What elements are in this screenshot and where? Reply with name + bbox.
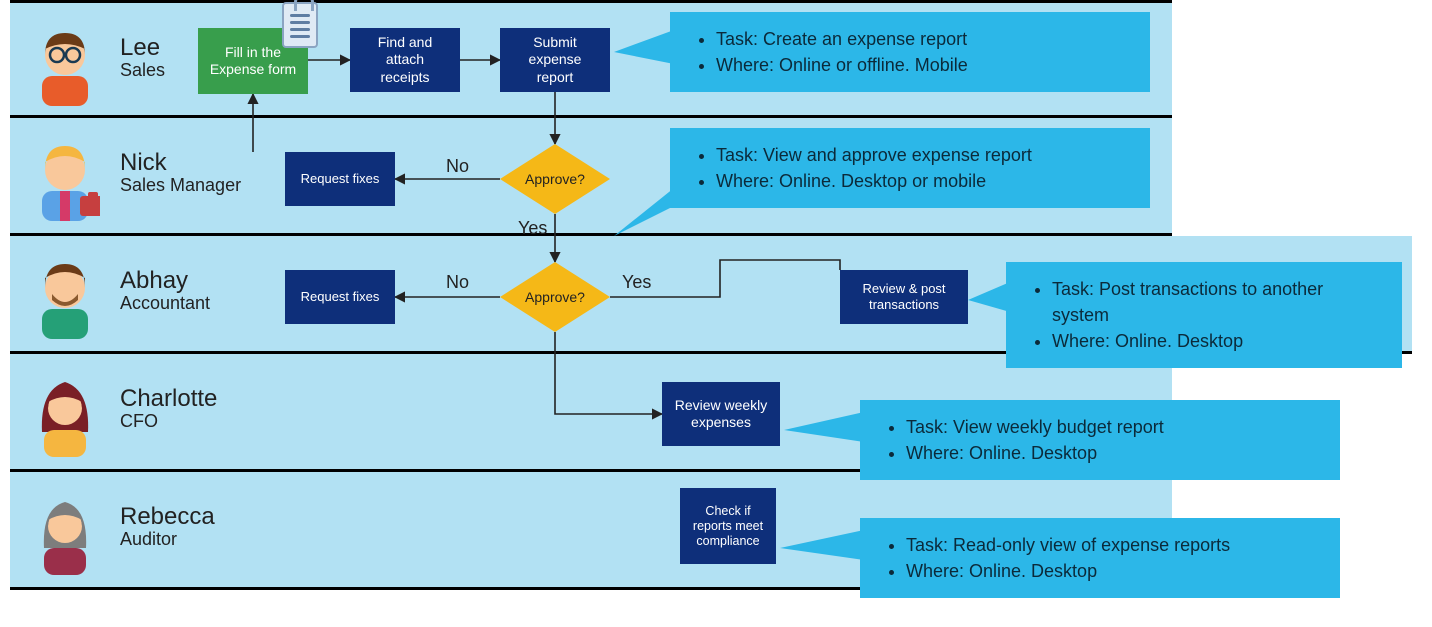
persona-name: Abhay	[120, 268, 210, 294]
callout-item: Where: Online. Desktop	[906, 558, 1320, 584]
node-label: Fill in the Expense form	[208, 44, 298, 79]
node-label: Find and attach receipts	[360, 34, 450, 87]
callout-item: Where: Online. Desktop or mobile	[716, 168, 1130, 194]
persona-role: Sales Manager	[120, 176, 241, 196]
persona-nick: Nick Sales Manager	[120, 150, 241, 196]
node-label: Submit expense report	[510, 34, 600, 87]
node-attach: Find and attach receipts	[350, 28, 460, 92]
persona-role: Sales	[120, 61, 165, 81]
callout-item: Where: Online. Desktop	[1052, 328, 1382, 354]
callout-item: Where: Online. Desktop	[906, 440, 1320, 466]
node-label: Review & post transactions	[850, 281, 958, 314]
persona-lee: Lee Sales	[120, 35, 165, 81]
callout-tail-icon	[780, 530, 864, 566]
node-request-fixes-1: Request fixes	[285, 152, 395, 206]
node-label: Approve?	[525, 289, 585, 305]
node-label: Request fixes	[301, 171, 380, 187]
persona-name: Lee	[120, 35, 165, 61]
node-submit: Submit expense report	[500, 28, 610, 92]
callout-1: Task: Create an expense report Where: On…	[670, 12, 1150, 92]
node-approve-1: Approve?	[500, 144, 610, 214]
persona-name: Rebecca	[120, 504, 215, 530]
avatar-lee	[30, 21, 100, 106]
callout-item: Task: Create an expense report	[716, 26, 1130, 52]
callout-item: Task: View weekly budget report	[906, 414, 1320, 440]
avatar-abhay	[30, 254, 100, 339]
node-request-fixes-2: Request fixes	[285, 270, 395, 324]
edge-label-no-1: No	[446, 156, 469, 177]
edge-label-no-2: No	[446, 272, 469, 293]
persona-name: Nick	[120, 150, 241, 176]
callout-item: Where: Online or offline. Mobile	[716, 52, 1130, 78]
node-label: Check if reports meet compliance	[690, 504, 766, 549]
node-compliance: Check if reports meet compliance	[680, 488, 776, 564]
callout-item: Task: Read-only view of expense reports	[906, 532, 1320, 558]
clipboard-icon	[282, 2, 318, 48]
node-label: Approve?	[525, 171, 585, 187]
persona-name: Charlotte	[120, 386, 217, 412]
edge-label-yes-1: Yes	[518, 218, 547, 239]
callout-5: Task: Read-only view of expense reports …	[860, 518, 1340, 598]
persona-charlotte: Charlotte CFO	[120, 386, 217, 432]
node-review-weekly: Review weekly expenses	[662, 382, 780, 446]
persona-role: CFO	[120, 412, 217, 432]
avatar-nick	[30, 136, 100, 221]
callout-tail-icon	[968, 282, 1010, 318]
callout-tail-icon	[614, 188, 674, 238]
callout-4: Task: View weekly budget report Where: O…	[860, 400, 1340, 480]
node-label: Review weekly expenses	[672, 397, 770, 432]
node-approve-2: Approve?	[500, 262, 610, 332]
callout-item: Task: View and approve expense report	[716, 142, 1130, 168]
avatar-rebecca	[30, 490, 100, 575]
swimlane-diagram: Lee Sales Nick Sales Manager Abh	[0, 0, 1432, 627]
callout-tail-icon	[614, 30, 674, 70]
node-review-post: Review & post transactions	[840, 270, 968, 324]
callout-item: Task: Post transactions to another syste…	[1052, 276, 1382, 328]
callout-tail-icon	[784, 412, 864, 448]
callout-2: Task: View and approve expense report Wh…	[670, 128, 1150, 208]
persona-role: Accountant	[120, 294, 210, 314]
node-label: Request fixes	[301, 289, 380, 305]
persona-abhay: Abhay Accountant	[120, 268, 210, 314]
persona-role: Auditor	[120, 530, 215, 550]
avatar-charlotte	[30, 372, 100, 457]
persona-rebecca: Rebecca Auditor	[120, 504, 215, 550]
callout-3: Task: Post transactions to another syste…	[1006, 262, 1402, 368]
edge-label-yes-2: Yes	[622, 272, 651, 293]
